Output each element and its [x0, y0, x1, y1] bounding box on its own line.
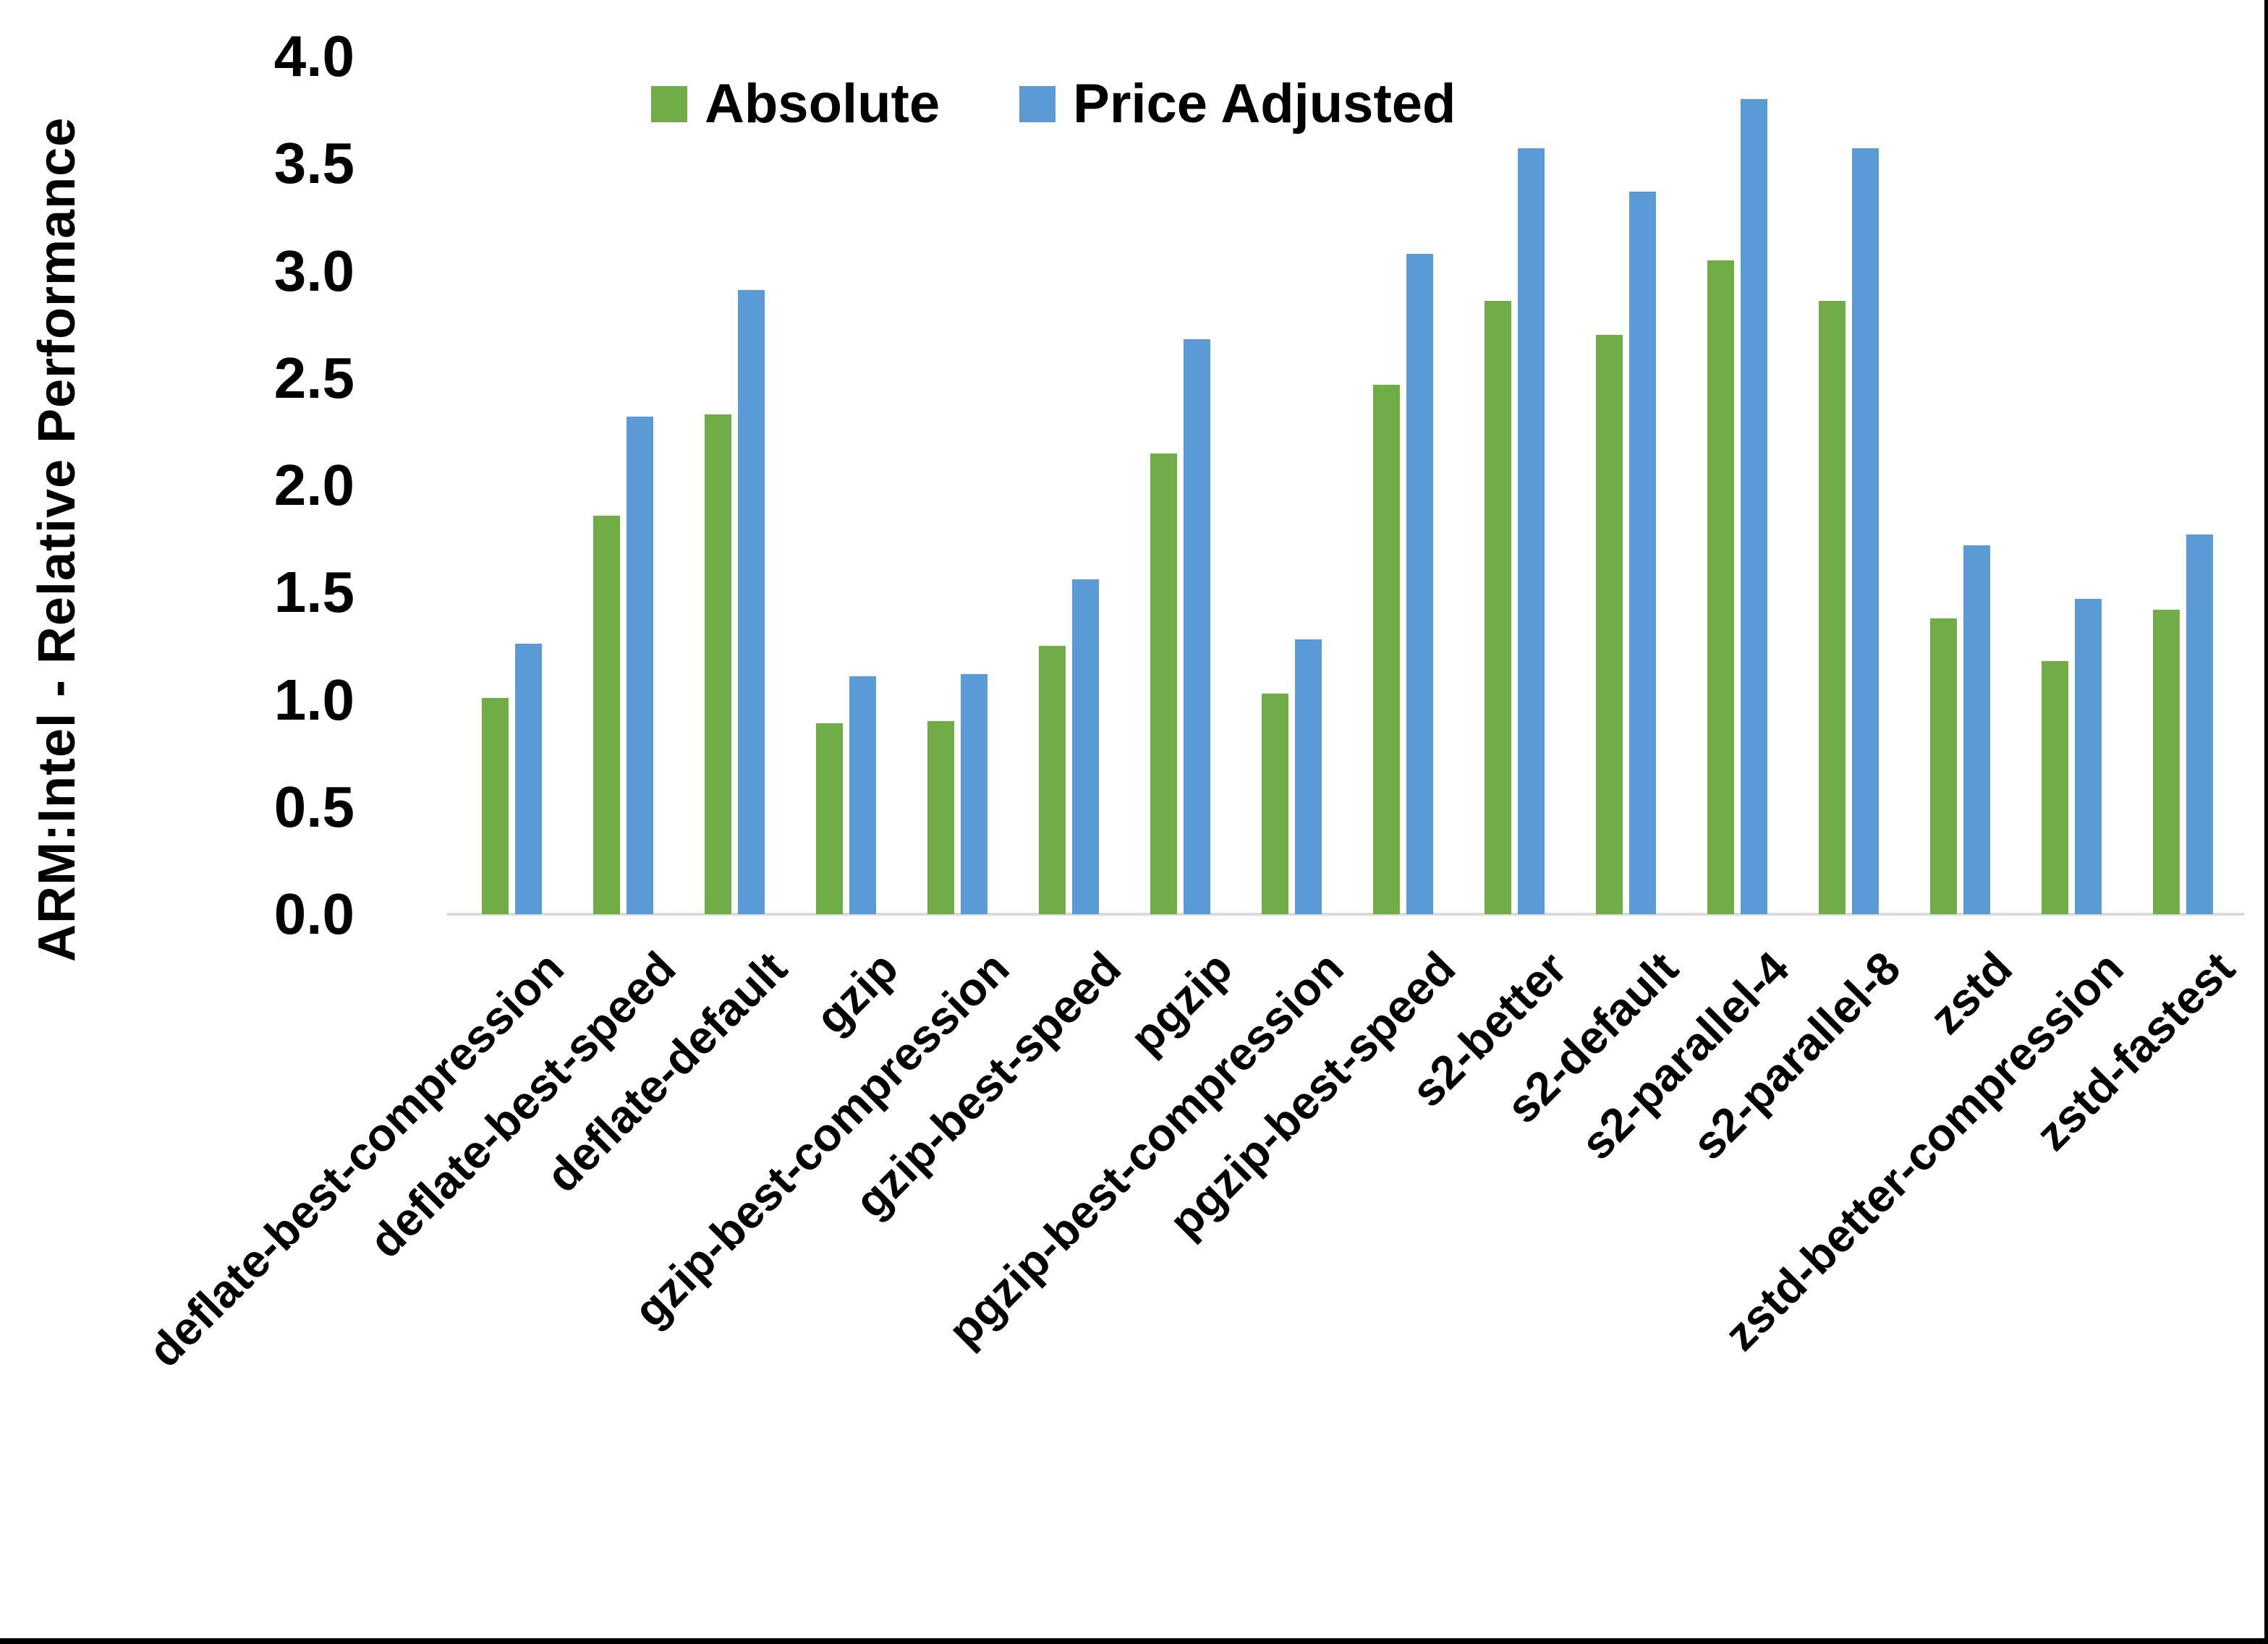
- bar-absolute: [1373, 385, 1400, 914]
- bar-price-adjusted: [738, 290, 765, 914]
- bar-price-adjusted: [1184, 339, 1210, 914]
- y-tick-label: 0.0: [273, 882, 354, 946]
- bar-price-adjusted: [1741, 99, 1767, 914]
- bar-absolute: [482, 698, 509, 914]
- bar-price-adjusted: [2075, 599, 2102, 914]
- bar-price-adjusted: [1852, 148, 1879, 914]
- bar-absolute: [1819, 301, 1846, 914]
- x-category-label: gzip: [805, 942, 908, 1044]
- y-tick-label: 1.0: [273, 667, 354, 732]
- y-tick-label: 0.5: [273, 774, 354, 839]
- y-axis-title: ARM:Intel - Relative Performance: [28, 116, 86, 962]
- bar-absolute: [1596, 335, 1623, 914]
- legend-label: Absolute: [705, 73, 940, 135]
- legend-swatch-icon: [1019, 85, 1056, 122]
- x-category-label: zstd: [1919, 942, 2022, 1044]
- bar-absolute: [593, 516, 620, 914]
- bar-price-adjusted: [849, 676, 876, 914]
- y-tick-label: 2.5: [273, 345, 354, 410]
- bar-price-adjusted: [961, 674, 988, 914]
- bar-price-adjusted: [1963, 545, 1990, 914]
- y-tick-label: 1.5: [273, 560, 354, 625]
- bar-absolute: [1150, 453, 1177, 914]
- y-tick-label: 4.0: [273, 24, 354, 88]
- bar-price-adjusted: [2186, 534, 2213, 914]
- bar-price-adjusted: [1072, 579, 1099, 914]
- bar-absolute: [2042, 661, 2068, 914]
- bar-absolute: [1707, 260, 1734, 914]
- bar-absolute: [705, 414, 731, 914]
- legend-label: Price Adjusted: [1073, 73, 1456, 135]
- bar-absolute: [816, 723, 843, 914]
- bar-price-adjusted: [1406, 254, 1433, 914]
- legend: Absolute Price Adjusted: [651, 72, 1456, 135]
- bar-absolute: [1039, 646, 1066, 914]
- x-category-label: deflate-best-compression: [138, 942, 574, 1377]
- x-axis-line: [447, 913, 2244, 916]
- bar-price-adjusted: [627, 417, 653, 914]
- legend-swatch-icon: [651, 85, 687, 122]
- bar-absolute: [927, 721, 954, 914]
- bar-absolute: [2153, 610, 2180, 914]
- legend-item-absolute: Absolute: [651, 72, 940, 135]
- legend-item-price-adjusted: Price Adjusted: [1019, 72, 1456, 135]
- y-tick-label: 3.0: [273, 238, 354, 303]
- bar-absolute: [1262, 694, 1288, 914]
- bar-price-adjusted: [515, 644, 542, 914]
- bar-absolute: [1485, 301, 1511, 914]
- y-tick-label: 2.0: [273, 453, 354, 517]
- y-tick-label: 3.5: [273, 131, 354, 196]
- bar-price-adjusted: [1629, 192, 1656, 914]
- bar-price-adjusted: [1518, 148, 1545, 914]
- bar-price-adjusted: [1295, 639, 1322, 914]
- bar-absolute: [1930, 618, 1957, 914]
